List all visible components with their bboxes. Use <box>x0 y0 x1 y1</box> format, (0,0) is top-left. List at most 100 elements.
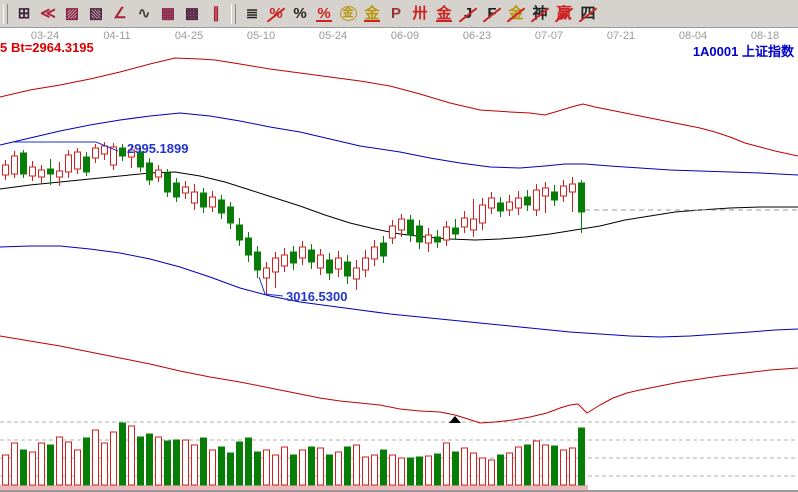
shen-tool-glyph: 神 <box>532 5 548 22</box>
volume-bar <box>101 442 108 486</box>
gold-slash-tool-icon[interactable]: 金 <box>504 2 528 25</box>
candle-body <box>56 170 63 178</box>
ying-tool-glyph: 赢 <box>556 5 572 22</box>
channel-lines-tool-icon[interactable]: ∥ <box>204 2 228 25</box>
gold-underline-tool-icon[interactable]: 金 <box>432 2 456 25</box>
volume-bar <box>416 456 423 486</box>
frame-tool-icon[interactable]: ⊞ <box>12 2 36 25</box>
gold-lines-tool-icon[interactable]: 金 <box>360 2 384 25</box>
si-tool-glyph: 四 <box>580 5 596 22</box>
fan-rays-tool-glyph: ≪ <box>40 5 56 22</box>
volume-bar <box>182 439 189 486</box>
volume-bar <box>92 429 99 486</box>
volume-bar <box>470 452 477 486</box>
brush-tool-icon[interactable]: P <box>384 2 408 25</box>
dark-fan-tool-icon[interactable]: ▧ <box>84 2 108 25</box>
toolbar-grip[interactable] <box>3 3 8 24</box>
ladder-scale-tool-glyph: ≣ <box>245 5 259 22</box>
volume-bar <box>74 449 81 486</box>
date-tick-04-11: 04-11 <box>103 30 131 42</box>
grid-tool-icon[interactable]: ▦ <box>156 2 180 25</box>
volume-bar <box>443 442 450 486</box>
volume-bar <box>209 449 216 486</box>
candle-body <box>218 199 225 214</box>
candle-body <box>416 225 423 243</box>
candle-body <box>578 182 585 213</box>
volume-bar <box>515 446 522 486</box>
upper-red-envelope-line <box>0 57 798 157</box>
j-line-tool-icon[interactable]: J <box>456 2 480 25</box>
si-tool-icon[interactable]: 四 <box>576 2 600 25</box>
volume-bar <box>344 446 351 486</box>
gold-underline-tool-glyph: 金 <box>436 5 452 22</box>
candle-body <box>92 147 99 159</box>
candle-body <box>488 197 495 209</box>
candle-body <box>11 155 18 175</box>
date-tick-06-23: 06-23 <box>462 30 492 42</box>
dark-grid-tool-icon[interactable]: ▩ <box>180 2 204 25</box>
dark-grid-tool-glyph: ▩ <box>184 5 200 22</box>
candle-body <box>164 172 171 193</box>
zigzag-tool-glyph: ∿ <box>137 5 151 22</box>
candle-body <box>353 267 360 280</box>
toolbar-grip-2[interactable] <box>231 3 236 24</box>
fan-rays-tool-icon[interactable]: ≪ <box>36 2 60 25</box>
candle-body <box>236 224 243 241</box>
toolbar-indicator-tools-group: ≣%%% 金金 P 卅金 J F 金神赢四 <box>240 2 600 25</box>
candle-body <box>2 164 9 176</box>
candle-body <box>101 145 108 155</box>
percent-lines-tool-icon[interactable]: % <box>312 2 336 25</box>
volume-bar <box>20 449 27 486</box>
trend-line-tool-icon[interactable]: ∠ <box>108 2 132 25</box>
shaded-fan-tool-icon[interactable]: ▨ <box>60 2 84 25</box>
frame-tool-glyph: ⊞ <box>17 5 31 22</box>
volume-bar <box>281 446 288 486</box>
upper-blue-envelope-line <box>0 112 798 176</box>
candle-body <box>146 162 153 181</box>
candle-body <box>299 246 306 259</box>
candle-body <box>173 182 180 198</box>
volume-bar <box>155 436 162 486</box>
toolbar: ⊞ ≪ ▨ ▧ ∠ ∿ ▦ ▩ ∥ ≣%%% 金金 P 卅金 J F 金神赢四 <box>0 0 798 28</box>
window-bottom-border <box>0 490 798 492</box>
candle-body <box>362 257 369 271</box>
volume-bar <box>308 446 315 486</box>
volume-bar <box>218 446 225 486</box>
candle-body <box>371 246 378 260</box>
triangle-marker-icon <box>449 416 461 423</box>
volume-bar <box>461 447 468 486</box>
f-line-tool-icon[interactable]: F <box>480 2 504 25</box>
candle-body <box>326 259 333 274</box>
symbol-title[interactable]: 1A0001 上证指数 <box>693 41 794 60</box>
percent-tool-icon[interactable]: % <box>288 2 312 25</box>
volume-bar <box>380 449 387 486</box>
frame-red-tool-icon[interactable]: 卅 <box>408 2 432 25</box>
volume-bar <box>479 457 486 486</box>
lower-blue-envelope-line <box>0 245 798 338</box>
candle-body <box>110 146 117 166</box>
gold-circled-tool-icon[interactable]: 金 <box>336 2 360 25</box>
bt-indicator-value: Bt=2964.3195 <box>11 40 94 55</box>
volume-bar <box>407 457 414 486</box>
candle-body <box>434 236 441 243</box>
percent-triangle-tool-icon[interactable]: % <box>264 2 288 25</box>
volume-bar <box>299 449 306 486</box>
shen-tool-icon[interactable]: 神 <box>528 2 552 25</box>
date-tick-03-24: 03-24 <box>30 30 60 42</box>
volume-bar <box>398 457 405 486</box>
gold-lines-tool-glyph: 金 <box>364 5 380 22</box>
ying-tool-icon[interactable]: 赢 <box>552 2 576 25</box>
candle-body <box>515 197 522 209</box>
channel-lines-tool-glyph: ∥ <box>212 5 220 22</box>
candle-body <box>317 254 324 269</box>
grid-tool-glyph: ▦ <box>160 5 176 22</box>
candle-body <box>38 169 45 178</box>
zigzag-tool-icon[interactable]: ∿ <box>132 2 156 25</box>
annotation-pointer-line <box>14 141 119 152</box>
ladder-scale-tool-icon[interactable]: ≣ <box>240 2 264 25</box>
date-tick-07-21: 07-21 <box>606 30 636 42</box>
candle-body <box>551 191 558 201</box>
candle-body <box>83 156 90 173</box>
